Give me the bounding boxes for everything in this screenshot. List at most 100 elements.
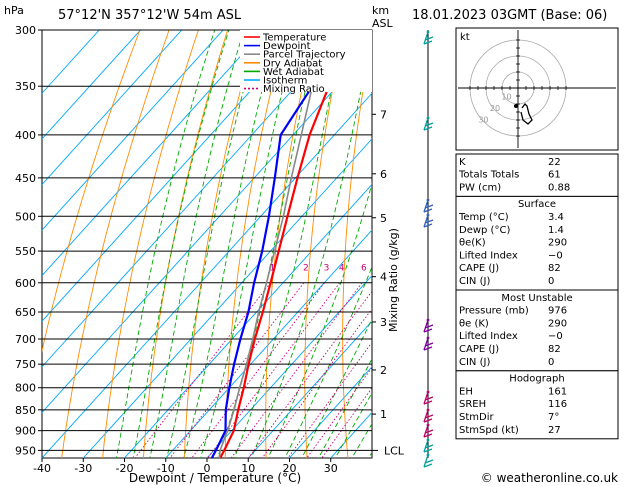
- table-row-label: Dewp (°C): [459, 225, 510, 236]
- wind-barb-icon: [423, 213, 434, 228]
- table-row-label: SREH: [459, 399, 486, 410]
- table-row-value: 290: [548, 318, 567, 329]
- dewpoint-line: [210, 30, 360, 458]
- mixing-ratio-label: 1: [270, 263, 276, 273]
- barb-flag: [424, 324, 434, 329]
- table-row-value: 0.88: [548, 182, 570, 193]
- wet-adiabat-line: [183, 30, 279, 458]
- pressure-tick-label: 450: [15, 172, 36, 185]
- pressure-tick-label: 700: [15, 333, 36, 346]
- temp-tick-label: 30: [324, 462, 338, 475]
- temp-tick-label: -40: [33, 462, 51, 475]
- legend-label: Wet Adiabat: [263, 67, 324, 78]
- lcl-label: LCL: [384, 444, 405, 457]
- barb-flag: [424, 429, 434, 434]
- barb-staff: [423, 424, 429, 438]
- height-tick-label: 6: [380, 168, 387, 181]
- table-row-value: 3.4: [548, 212, 564, 223]
- location-title: 57°12'N 357°12'W 54m ASL: [58, 8, 242, 23]
- barb-flag: [424, 219, 434, 224]
- hodograph-unit-label: kt: [460, 32, 470, 43]
- barb-staff: [423, 391, 429, 405]
- pressure-tick-label: 650: [15, 306, 36, 319]
- table-box: [455, 153, 619, 197]
- isotherm-line: [42, 30, 100, 94]
- table-row-value: 290: [548, 238, 567, 249]
- pressure-tick-label: 350: [15, 80, 36, 93]
- height-axis: 7 6 5 4 3 2 1 LCL: [372, 108, 405, 457]
- barb-dot: [426, 336, 430, 340]
- wet-adiabat-line: [116, 30, 216, 458]
- storm-motion-marker: [514, 104, 518, 108]
- wind-barb-icon: [423, 318, 434, 333]
- hodograph-trace: [520, 103, 533, 125]
- table-row-value: 82: [548, 263, 561, 274]
- height-tick-label: 1: [380, 408, 387, 421]
- pressure-tick-label: 750: [15, 358, 36, 371]
- barb-dot: [426, 390, 430, 394]
- isotherm-line: [42, 30, 183, 186]
- wind-barb-icon: [423, 336, 434, 351]
- table-row-label: CIN (J): [459, 276, 490, 287]
- x-axis-label: Dewpoint / Temperature (°C): [129, 471, 301, 485]
- barb-flag: [424, 204, 434, 209]
- table-row-label: PW (cm): [459, 182, 501, 193]
- hodograph-frame: [455, 27, 619, 151]
- table-box: [455, 289, 619, 372]
- table-box: [455, 195, 619, 291]
- wind-barb-icon: [423, 438, 434, 453]
- wind-barb-icon: [423, 116, 434, 131]
- barb-dot: [426, 30, 430, 34]
- table-title: Surface: [518, 199, 556, 210]
- barb-flag: [424, 396, 434, 401]
- height-tick-label: 3: [380, 316, 387, 329]
- table-row-value: 61: [548, 170, 561, 181]
- wind-barb-icon: [423, 408, 434, 423]
- legend-label: Isotherm: [263, 76, 307, 87]
- barb-staff: [423, 337, 429, 351]
- barb-flag: [423, 126, 433, 131]
- table-title: Hodograph: [509, 374, 564, 385]
- pressure-tick-label: 400: [15, 129, 36, 142]
- barb-flag: [424, 459, 434, 464]
- mixing-ratio-label: 6: [361, 263, 367, 273]
- wet-adiabat-line: [149, 30, 245, 458]
- barb-staff: [423, 454, 429, 468]
- height-tick-label: 7: [380, 108, 387, 121]
- hodograph-ring-label: 30: [478, 116, 488, 125]
- barb-dot: [426, 116, 430, 120]
- table-row-label: CIN (J): [459, 357, 490, 368]
- legend-label: Temperature: [262, 33, 326, 44]
- table-row-value: 1.4: [548, 225, 564, 236]
- barb-staff: [423, 319, 429, 333]
- barb-dot: [426, 423, 430, 427]
- legend-label: Dewpoint: [263, 41, 311, 52]
- barb-flag: [423, 328, 433, 333]
- barb-dot: [426, 213, 430, 217]
- table-row-label: CAPE (J): [459, 344, 499, 355]
- barb-staff: [423, 117, 429, 131]
- wind-barb-icon: [423, 453, 434, 468]
- mixing-ratio-label: 2: [303, 263, 309, 273]
- table-row-label: StmDir: [459, 412, 494, 423]
- stats-tables: K 22 Totals Totals 61 PW (cm) 0.88 Surface Temp…: [455, 153, 619, 440]
- table-row-value: 0: [548, 357, 554, 368]
- barb-flag: [423, 448, 433, 453]
- barb-dot: [426, 198, 430, 202]
- pressure-unit-label: hPa: [4, 4, 24, 17]
- datetime-title: 18.01.2023 03GMT (Base: 06): [412, 8, 607, 23]
- dry-adiabat-line: [415, 30, 432, 469]
- table-row-label: Lifted Index: [459, 331, 518, 342]
- parcel-trajectory-line: [218, 30, 327, 458]
- pressure-tick-label: 300: [15, 24, 36, 37]
- wind-barb-icon: [423, 390, 434, 405]
- barb-staff: [423, 199, 429, 213]
- km-label: km: [372, 4, 389, 17]
- barb-flag: [423, 433, 433, 438]
- pressure-tick-label: 900: [15, 425, 36, 438]
- table-row-value: 116: [548, 399, 567, 410]
- table-row-value: 0: [548, 276, 554, 287]
- barb-staff: [423, 439, 429, 453]
